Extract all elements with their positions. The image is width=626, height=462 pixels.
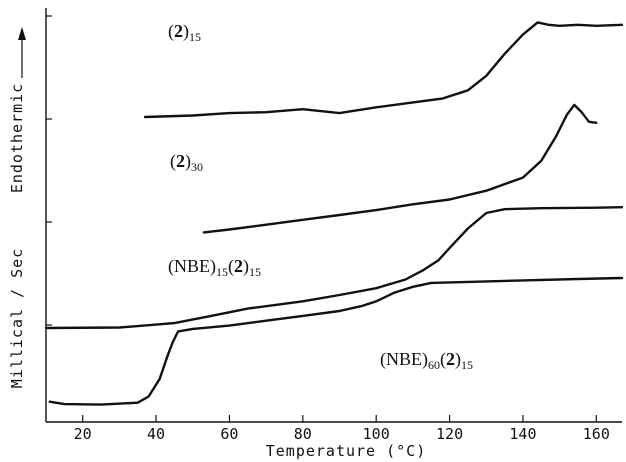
series-label-part: 2 — [174, 21, 183, 41]
x-tick-label: 100 — [363, 425, 390, 443]
series-label-part: ( — [168, 21, 174, 42]
series-label-part: ( — [440, 349, 446, 370]
series-label-part: 15 — [249, 265, 261, 279]
series-line-4 — [48, 276, 624, 406]
series-label-part: ( — [228, 256, 234, 277]
y-axis-titles: Millical / Sec Endothermic — [8, 27, 26, 388]
series-label-part: 2 — [176, 151, 185, 171]
series-line-1 — [143, 21, 624, 119]
series-label-part: ) — [455, 349, 461, 370]
series-label-3: (NBE)15(2)15 — [168, 256, 261, 279]
series-label-2: (2)30 — [170, 151, 203, 174]
series-label-part: 2 — [234, 256, 243, 276]
x-tick-label: 80 — [294, 425, 312, 443]
series-label-part: 15 — [216, 265, 228, 279]
series-line-3 — [44, 205, 624, 330]
series-label-part: ) — [185, 151, 191, 172]
x-tick-label: 40 — [147, 425, 165, 443]
series-label-part: ) — [243, 256, 249, 277]
y-axis-title: Millical / Sec — [8, 248, 26, 388]
series-label-part: ) — [183, 21, 189, 42]
series-label-part: (NBE) — [168, 256, 216, 277]
x-tick-label: 160 — [583, 425, 610, 443]
series-line-2 — [202, 103, 598, 234]
series: (2)15(2)30(NBE)15(2)15(NBE)60(2)15 — [44, 21, 624, 406]
series-label-1: (2)15 — [168, 21, 201, 44]
series-label-part: 60 — [428, 358, 440, 372]
series-label-4: (NBE)60(2)15 — [380, 349, 473, 372]
axes — [45, 8, 622, 423]
x-tick-label: 120 — [436, 425, 463, 443]
y-axis-arrow-text: Endothermic — [8, 83, 26, 193]
series-label-part: 15 — [461, 358, 473, 372]
x-axis-title: Temperature (°C) — [266, 442, 427, 460]
series-label-part: 30 — [191, 160, 203, 174]
series-label-part: 2 — [446, 349, 455, 369]
series-label-part: (NBE) — [380, 349, 428, 370]
arrow-up-icon — [18, 27, 26, 40]
x-ticks: 20 40 60 80 100 120 140 160 — [74, 415, 610, 443]
y-ticks — [46, 15, 52, 326]
series-label-part: ( — [170, 151, 176, 172]
x-tick-label: 140 — [509, 425, 536, 443]
x-tick-label: 20 — [74, 425, 92, 443]
series-label-part: 15 — [189, 30, 201, 44]
x-tick-label: 60 — [220, 425, 238, 443]
